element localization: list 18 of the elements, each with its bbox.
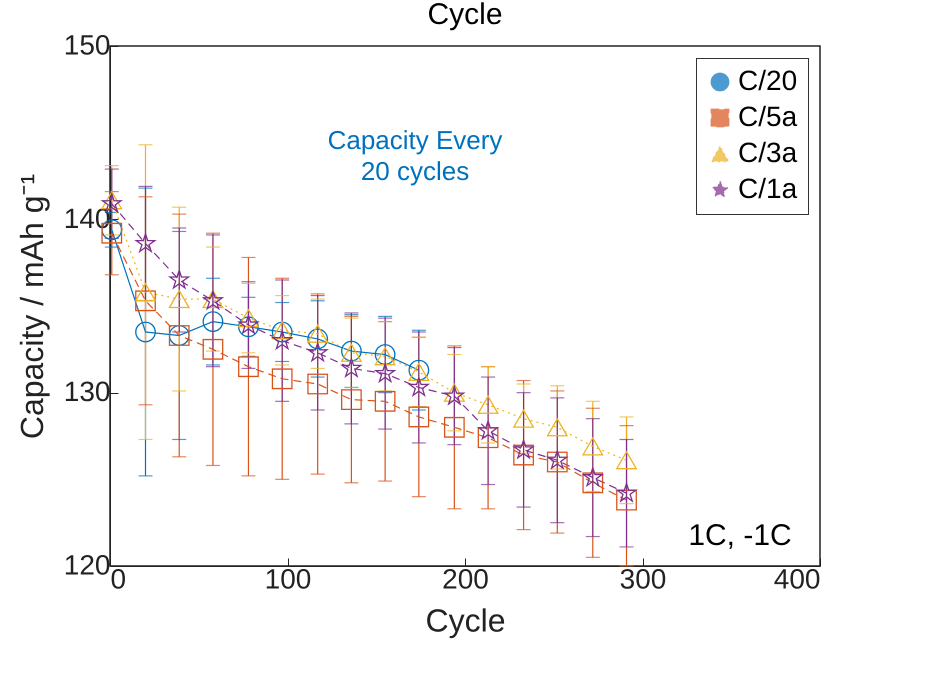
x-tick-label: 400 [774, 564, 820, 594]
chart-title: Cycle [427, 0, 503, 31]
y-tick-label: 150 [64, 30, 110, 60]
legend-label: C/5a [738, 101, 798, 132]
y-tick-label: 120 [64, 550, 110, 580]
x-tick-label: 200 [442, 564, 489, 594]
legend-label: C/3a [738, 137, 798, 168]
annotation: Capacity Every 20 cycles [328, 125, 502, 186]
x-tick-label: 300 [620, 564, 666, 594]
legend-label: C/20 [738, 65, 798, 96]
x-axis-title: Cycle [425, 602, 506, 638]
x-tick-label: 100 [264, 564, 312, 594]
y-tick-label: 140 [64, 202, 110, 234]
annotation: 1C, -1C [688, 519, 792, 552]
legend-label: C/1a [738, 173, 798, 204]
y-axis-title: Capacity / mAh g⁻¹ [14, 174, 50, 440]
y-tick-label: 130 [64, 376, 110, 408]
x-tick-label: 0 [110, 564, 126, 594]
